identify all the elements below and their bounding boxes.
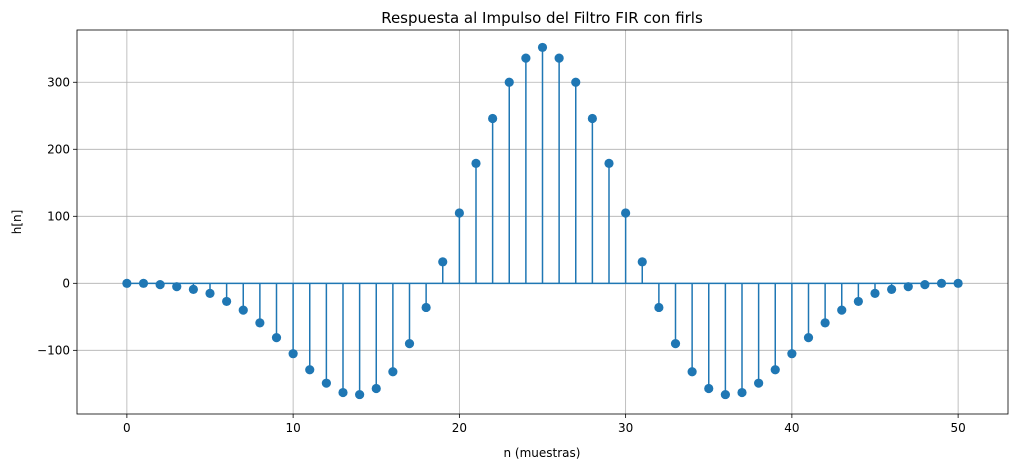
stem-marker xyxy=(737,387,747,398)
stem-marker xyxy=(687,367,697,377)
stem-marker xyxy=(421,302,431,313)
x-tick-label: 0 xyxy=(123,421,131,435)
stem-marker xyxy=(770,365,780,375)
y-axis-label: h[n] xyxy=(10,210,24,235)
stem-series xyxy=(122,42,963,400)
stem-marker xyxy=(637,257,647,267)
stem-marker xyxy=(837,305,847,315)
stem-marker xyxy=(936,278,947,288)
stem-marker xyxy=(172,282,182,292)
stem-marker xyxy=(754,378,764,388)
stem-marker xyxy=(621,208,631,218)
stem-marker xyxy=(870,288,880,298)
y-tick-label: 300 xyxy=(47,75,70,89)
stem-marker xyxy=(155,280,165,290)
stem-marker xyxy=(670,339,681,349)
stem-marker xyxy=(321,378,331,388)
y-tick-label: 0 xyxy=(62,276,70,290)
ticks: 0 10 20 30 40 50 −100 0 100 200 300 xyxy=(37,75,966,435)
stem-marker xyxy=(587,113,597,124)
stem-marker xyxy=(305,365,315,375)
stem-marker xyxy=(122,278,132,288)
axes xyxy=(76,29,1009,415)
stem-marker xyxy=(138,278,149,288)
stem-marker xyxy=(355,389,365,400)
stem-marker xyxy=(571,77,581,87)
stem-marker xyxy=(704,383,714,394)
stem-marker xyxy=(554,53,564,63)
stem-marker xyxy=(853,296,863,307)
y-tick-label: 100 xyxy=(47,209,70,223)
stem-marker xyxy=(388,367,398,377)
stem-marker xyxy=(271,333,282,343)
chart-title: Respuesta al Impulso del Filtro FIR con … xyxy=(381,9,703,27)
x-tick-label: 20 xyxy=(452,421,467,435)
x-tick-label: 10 xyxy=(285,421,300,435)
stem-marker xyxy=(820,318,830,328)
x-tick-label: 30 xyxy=(618,421,633,435)
y-tick-label: 200 xyxy=(47,142,70,156)
stem-marker xyxy=(903,282,913,292)
stem-marker xyxy=(371,383,381,394)
x-tick-label: 40 xyxy=(784,421,799,435)
stem-marker xyxy=(205,288,215,298)
stem-marker xyxy=(238,305,248,315)
stem-marker xyxy=(787,349,797,359)
y-tick-label: −100 xyxy=(37,343,70,357)
stem-marker xyxy=(188,284,198,294)
stem-marker xyxy=(255,318,265,328)
stem-marker xyxy=(953,278,963,288)
stem-marker xyxy=(454,208,464,218)
stem-marker xyxy=(288,349,298,359)
stem-marker xyxy=(537,42,548,53)
stem-marker xyxy=(803,333,814,343)
stem-marker xyxy=(720,389,730,400)
plot-frame xyxy=(76,29,1009,415)
stem-marker xyxy=(438,257,448,267)
stem-marker xyxy=(488,113,498,124)
stem-marker xyxy=(504,77,514,87)
stem-marker xyxy=(654,302,664,313)
stem-marker xyxy=(338,387,348,398)
stem-marker xyxy=(521,53,531,63)
stem-marker xyxy=(920,280,930,290)
stem-marker xyxy=(887,284,897,294)
stem-marker xyxy=(471,158,481,168)
x-axis-label: n (muestras) xyxy=(504,446,581,460)
x-tick-label: 50 xyxy=(950,421,965,435)
stem-marker xyxy=(604,158,614,168)
stem-marker xyxy=(222,296,232,307)
stem-marker xyxy=(404,339,415,349)
